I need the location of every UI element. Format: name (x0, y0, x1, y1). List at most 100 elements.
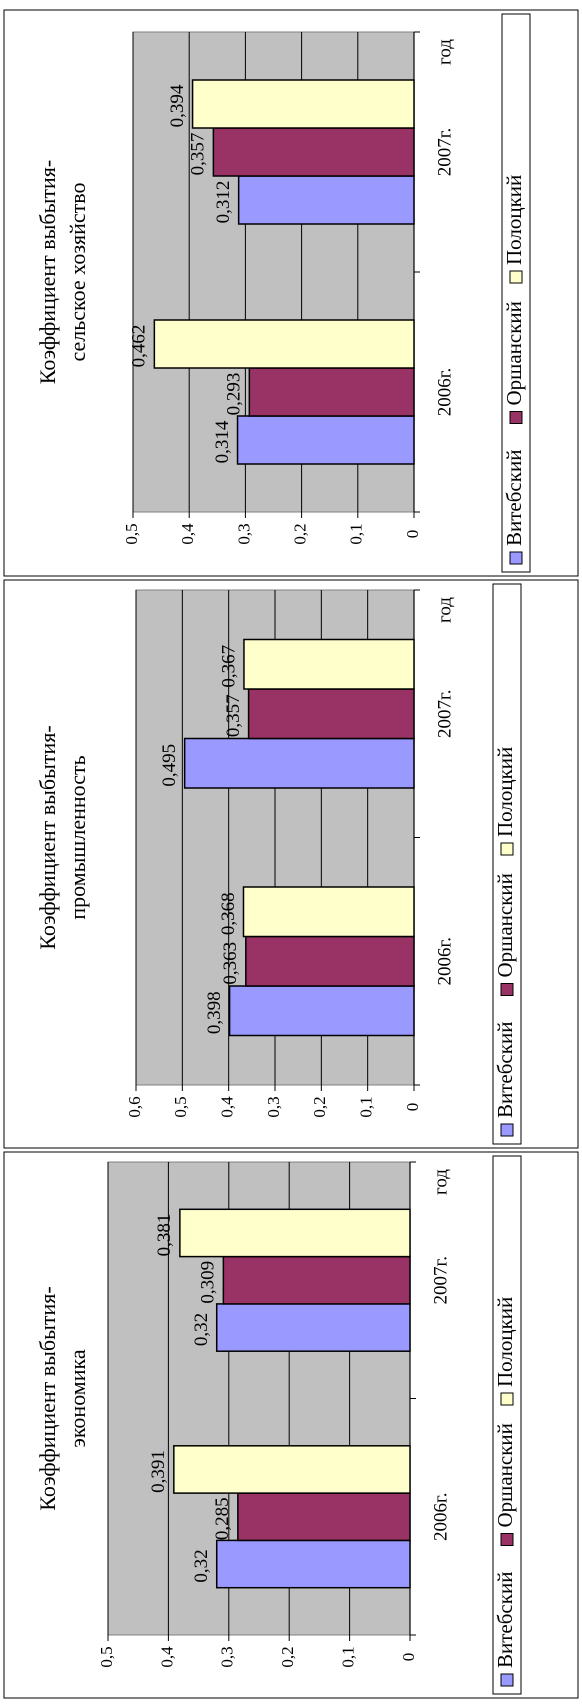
category-label: 2007г. (430, 1256, 451, 1304)
legend-entry: Витебский (502, 450, 526, 546)
legend-swatch (509, 551, 523, 565)
chart-title-line-1: Коэффициент выбытия- (35, 1286, 60, 1511)
bar-Оршанский (237, 1492, 411, 1542)
value-tick-label: 0,5 (97, 1646, 116, 1667)
value-tick-label: 0,5 (171, 1096, 190, 1117)
value-tick-label: 0,2 (278, 1646, 297, 1667)
chart-title-line-1: Коэффициент выбытия- (35, 725, 60, 950)
data-label: 0,357 (223, 694, 244, 737)
bar-Витебский (237, 175, 415, 225)
legend-box (501, 13, 531, 573)
value-tick-label: 0,4 (218, 1096, 237, 1118)
data-label: 0,381 (154, 1214, 175, 1257)
value-tick-label: 0,4 (178, 523, 197, 545)
value-tick-label: 0,3 (264, 1096, 283, 1117)
value-tick-label: 0,2 (310, 1096, 329, 1117)
legend-entry: Витебский (493, 1022, 517, 1118)
legend-entry: Витебский (493, 1572, 517, 1668)
value-tick-label: 0,4 (157, 1646, 176, 1668)
axis-title: год (434, 597, 455, 623)
bar-Оршанский (222, 1255, 411, 1305)
data-label: 0,309 (198, 1261, 219, 1304)
legend-swatch (509, 270, 523, 284)
panel-border (3, 579, 579, 1149)
value-tick-label: 0 (403, 1103, 422, 1112)
legend-entry: Оршанский (502, 301, 526, 405)
bar-Витебский (215, 1303, 411, 1352)
chart-title-line-2: сельское хозяйство (65, 182, 90, 361)
bar-Оршанский (247, 688, 415, 740)
chart-title-line-2: экономика (65, 1349, 90, 1447)
category-label: 2006г. (430, 1493, 451, 1541)
value-tick-label: 0 (399, 1653, 418, 1662)
bar-Оршанский (248, 367, 415, 417)
legend: Витебский Оршанский Полоцкий (492, 583, 522, 1145)
bar-Полоцкий (153, 319, 415, 369)
data-label: 0,357 (188, 133, 209, 176)
bar-Витебский (215, 1539, 411, 1589)
bar-Витебский (228, 985, 415, 1037)
data-label: 0,32 (191, 1313, 212, 1346)
bar-Полоцкий (242, 886, 415, 938)
data-label: 0,391 (148, 1450, 169, 1493)
value-tick-label: 0,1 (347, 523, 366, 544)
legend-box (492, 1155, 522, 1695)
data-label: 0,314 (212, 420, 233, 463)
category-label: 2006г. (434, 368, 455, 416)
value-tick-label: 0,2 (291, 523, 310, 544)
bar-Полоцкий (243, 638, 415, 690)
legend-entry: Полоцкий (493, 747, 517, 837)
data-label: 0,495 (159, 744, 180, 787)
chart-panel-3: 0 0,1 0,2 0,3 0,4 0,5 2006г. 0,314 0,293 0,462 200… (3, 9, 579, 577)
chart-panel-1: 00,10,20,30,40,52006г.0,320,2850,3912007… (3, 1151, 579, 1699)
axis-title: год (430, 1169, 451, 1195)
value-tick-label: 0,3 (234, 523, 253, 544)
value-tick-label: 0,3 (218, 1646, 237, 1667)
legend-swatch (500, 1392, 514, 1406)
data-label: 0,367 (218, 645, 239, 688)
data-label: 0,293 (224, 373, 245, 416)
bar-Витебский (236, 415, 415, 465)
data-label: 0,462 (129, 325, 150, 368)
legend-box (492, 583, 522, 1145)
chart-title-line-2: промышленность (65, 755, 90, 919)
bar-Полоцкий (179, 1208, 411, 1258)
data-label: 0,398 (204, 991, 225, 1034)
value-tick-label: 0,1 (339, 1646, 358, 1667)
category-label: 2007г. (434, 128, 455, 176)
value-tick-label: 0,5 (122, 523, 141, 544)
data-label: 0,32 (191, 1549, 212, 1582)
data-label: 0,312 (213, 181, 234, 224)
chart-panel-2: 0 0,1 0,2 0,3 0,4 0,5 0,6 2006г. 0,398 0,363 0,368… (3, 579, 579, 1149)
legend-swatch (500, 842, 514, 856)
legend-entry: Оршанский (493, 873, 517, 977)
legend-swatch (500, 983, 514, 996)
bar-Оршанский (245, 935, 415, 987)
bar-Оршанский (212, 127, 415, 177)
value-tick-label: 0,1 (357, 1096, 376, 1117)
legend-swatch (500, 1123, 514, 1137)
panel-border (3, 9, 579, 577)
panel-border (3, 1151, 579, 1699)
data-label: 0,394 (167, 84, 188, 127)
chart-title-line-1: Коэффициент выбытия- (35, 160, 60, 385)
legend-entry: Оршанский (493, 1423, 517, 1527)
value-tick-label: 0,6 (125, 1096, 144, 1117)
axis-title: год (434, 39, 455, 65)
bar-Полоцкий (191, 79, 415, 129)
legend: Витебский Оршанский Полоцкий (492, 1155, 522, 1695)
data-label: 0,368 (218, 892, 239, 935)
legend-entry: Полоцкий (502, 175, 526, 265)
legend-entry: Полоцкий (493, 1297, 517, 1387)
value-tick-label: 0 (403, 530, 422, 539)
legend-swatch (500, 1673, 514, 1687)
legend: Витебский Оршанский Полоцкий (501, 13, 531, 573)
legend-swatch (509, 411, 523, 424)
category-label: 2007г. (434, 690, 455, 738)
category-label: 2006г. (434, 937, 455, 985)
data-label: 0,363 (220, 942, 241, 985)
legend-swatch (500, 1533, 514, 1546)
bar-Полоцкий (173, 1445, 411, 1494)
